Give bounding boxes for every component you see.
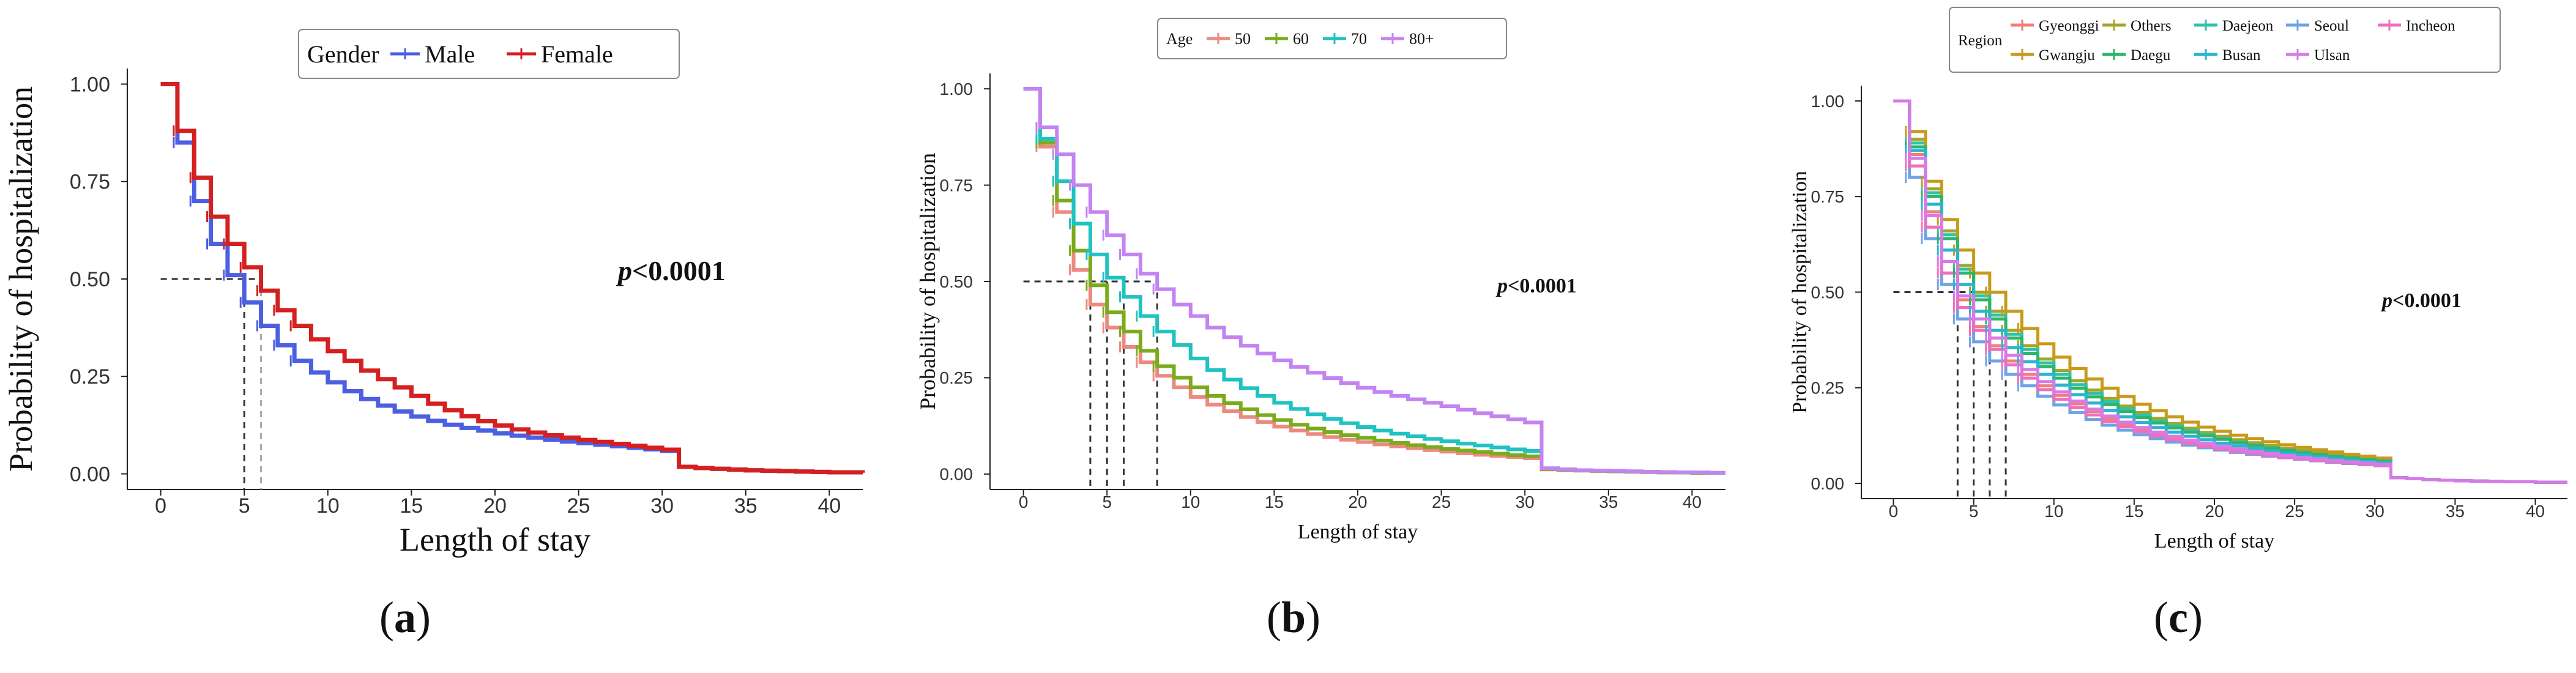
- y-tick-label: 0.50: [70, 268, 110, 291]
- legend-box: [1949, 7, 2501, 73]
- series-line-ulsan: [1893, 99, 2567, 484]
- legend-title: Gender: [307, 40, 379, 68]
- y-tick-label: 0.25: [1811, 379, 1845, 398]
- legend: Age 50 60 70 80+: [1157, 18, 1507, 59]
- x-tick-label: 25: [1432, 493, 1451, 511]
- legend-title: Region: [1958, 32, 2003, 49]
- caption-b: (b): [1267, 593, 1321, 642]
- legend-label: Female: [541, 40, 613, 68]
- x-tick-label: 10: [316, 494, 340, 518]
- y-tick-label: 0.75: [70, 171, 110, 194]
- legend-label: Male: [425, 40, 475, 68]
- x-axis-label: Length of stay: [2154, 530, 2274, 552]
- x-axis-label: Length of stay: [400, 521, 590, 558]
- x-tick-label: 40: [2526, 502, 2545, 521]
- legend-label: Busan: [2222, 47, 2261, 64]
- series-line-male: [160, 81, 865, 475]
- p-value: p<0.0001: [2380, 289, 2462, 312]
- legend-label: Daejeon: [2222, 18, 2274, 34]
- x-tick-label: 20: [1348, 493, 1367, 511]
- x-tick-label: 0: [1019, 493, 1029, 511]
- x-tick-label: 35: [1599, 493, 1618, 511]
- x-tick-label: 5: [239, 494, 250, 518]
- x-tick-label: 35: [734, 494, 758, 518]
- panel-b-age: 0 5 10 15 20 25 30 35 40 0.00 0.25 0.50 0.75 1.00 Leng…: [915, 18, 1725, 543]
- x-tick-label: 5: [1102, 493, 1112, 511]
- y-tick-label: 0.75: [1811, 187, 1845, 206]
- x-axis-label: Length of stay: [1298, 521, 1418, 543]
- x-tick-label: 30: [1516, 493, 1535, 511]
- y-tick-label: 0.50: [940, 272, 973, 291]
- x-tick-label: 20: [2205, 502, 2224, 521]
- x-tick-label: 0: [155, 494, 166, 518]
- x-tick-label: 40: [817, 494, 841, 518]
- panel-c-region: 0 5 10 15 20 25 30 35 40 0.00 0.25 0.50 0.75 1.00 Leng…: [1789, 7, 2567, 552]
- x-tick-label: 15: [2124, 502, 2143, 521]
- legend-label: Gyeonggi: [2039, 18, 2099, 34]
- y-axis-label: Probability of hospitalization: [2, 86, 39, 472]
- x-tick-label: 35: [2446, 502, 2465, 521]
- x-tick-label: 5: [1969, 502, 1979, 521]
- series-line-70: [1023, 87, 1725, 475]
- legend-label: Ulsan: [2314, 47, 2350, 64]
- x-tick-label: 15: [400, 494, 423, 518]
- legend-label: Daegu: [2131, 47, 2171, 64]
- series-line-60: [1023, 87, 1725, 475]
- x-tick-label: 20: [483, 494, 507, 518]
- y-tick-label: 0.00: [70, 463, 110, 486]
- y-axis-label: Probability of hospitalization: [1789, 171, 1811, 414]
- caption-a: (a): [379, 593, 431, 642]
- legend-label: 50: [1235, 30, 1251, 48]
- series-line-female: [160, 81, 865, 475]
- legend: Region Gyeonggi Others Daejeon Seoul Incheon G…: [1949, 7, 2501, 73]
- x-tick-label: 15: [1265, 493, 1284, 511]
- p-value: p<0.0001: [1495, 275, 1577, 297]
- p-value: p<0.0001: [616, 255, 726, 286]
- y-tick-label: 1.00: [70, 73, 110, 96]
- legend-label: Gwangju: [2039, 47, 2095, 64]
- x-tick-label: 25: [567, 494, 590, 518]
- legend-title: Age: [1166, 30, 1193, 48]
- legend-label: Others: [2131, 18, 2172, 34]
- series-line-80plus: [1023, 87, 1725, 475]
- legend: Gender Male Female: [298, 29, 680, 79]
- y-tick-label: 0.25: [70, 365, 110, 389]
- y-tick-label: 0.50: [1811, 283, 1845, 302]
- x-tick-label: 25: [2285, 502, 2304, 521]
- series-line-gwangju: [1893, 99, 2567, 484]
- panel-a-gender: 0 5 10 15 20 25 30 35 40 0.00 0.25 0.50 0.75 1.00 Leng…: [2, 29, 865, 558]
- caption-c: (c): [2154, 593, 2203, 642]
- y-tick-label: 1.00: [940, 80, 973, 99]
- y-tick-label: 0.25: [940, 368, 973, 387]
- y-tick-label: 0.75: [940, 176, 973, 195]
- legend-label: 60: [1293, 30, 1309, 48]
- legend-label: 70: [1351, 30, 1367, 48]
- x-tick-label: 30: [650, 494, 674, 518]
- legend-label: 80+: [1409, 30, 1434, 48]
- legend-box: [298, 29, 680, 79]
- legend-label: Seoul: [2314, 18, 2349, 34]
- x-tick-label: 10: [2044, 502, 2063, 521]
- y-axis-label: Probability of hospitalization: [915, 153, 940, 410]
- y-tick-label: 0.00: [940, 465, 973, 484]
- x-tick-label: 10: [1181, 493, 1200, 511]
- y-tick-label: 0.00: [1811, 474, 1845, 493]
- x-tick-label: 0: [1889, 502, 1899, 521]
- legend-label: Incheon: [2406, 18, 2455, 34]
- y-tick-label: 1.00: [1811, 92, 1845, 111]
- x-tick-label: 30: [2366, 502, 2384, 521]
- series-line-50: [1023, 87, 1725, 475]
- x-tick-label: 40: [1683, 493, 1702, 511]
